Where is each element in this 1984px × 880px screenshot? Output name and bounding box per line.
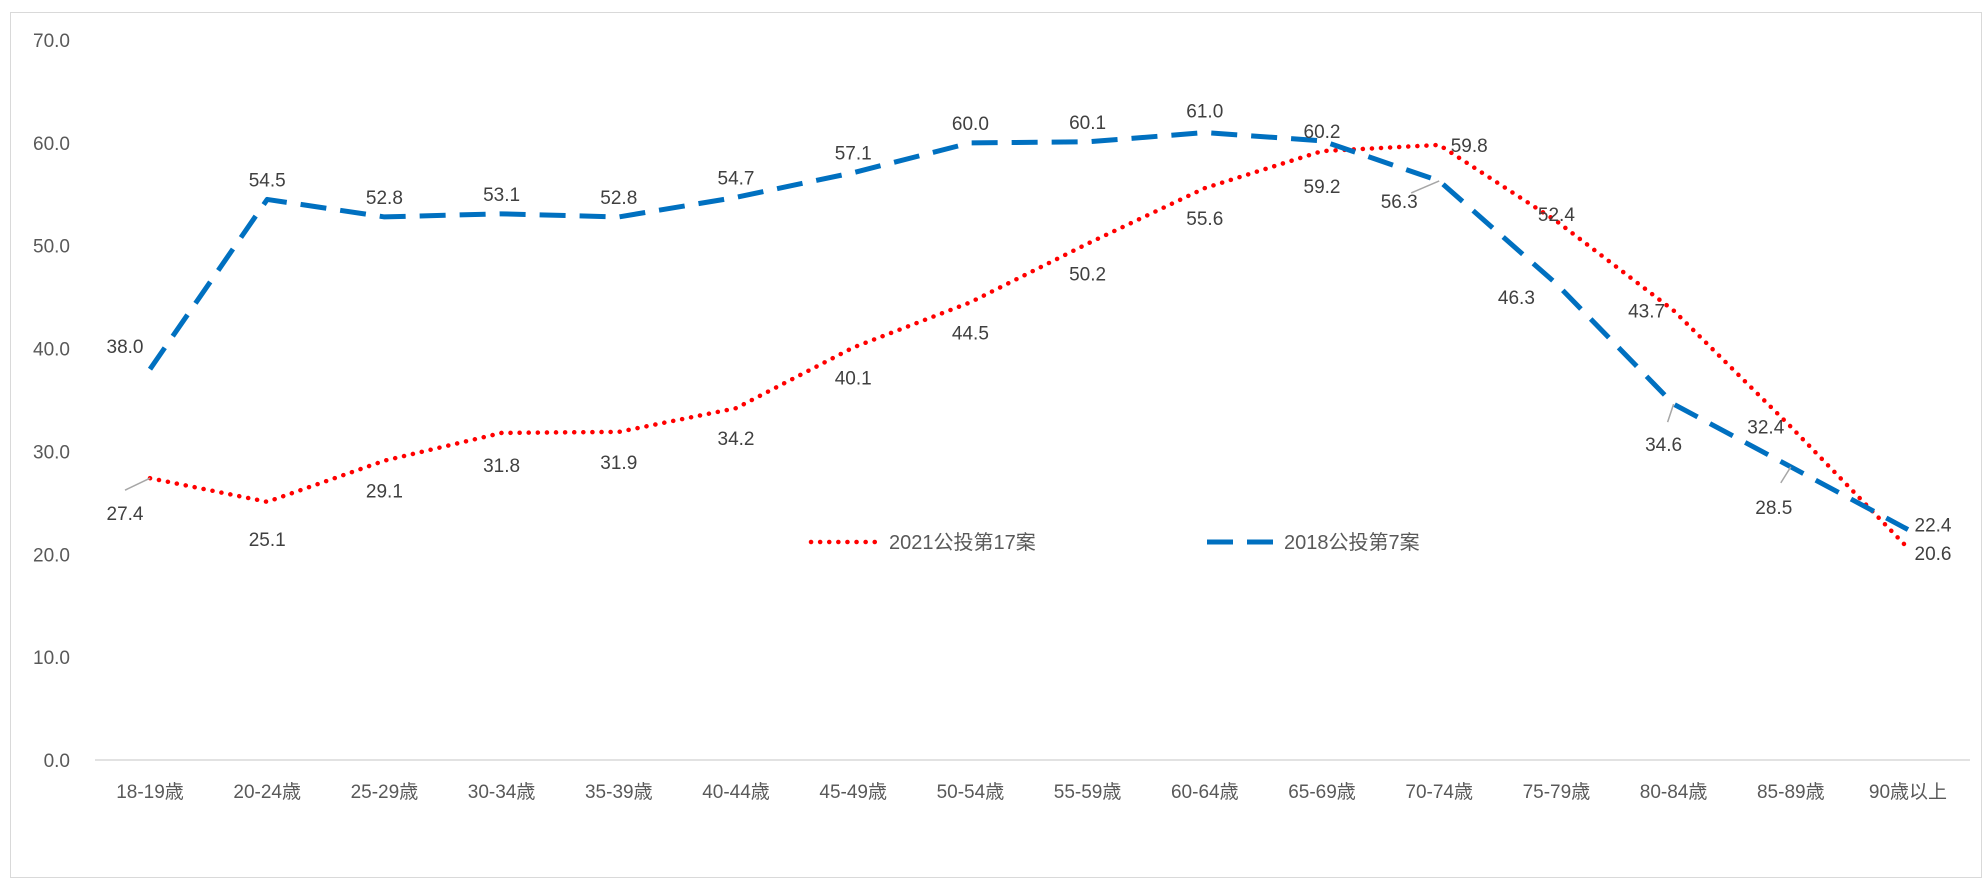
data-label-2018-referendum-7: 52.8 xyxy=(366,188,403,209)
data-label-2018-referendum-7: 34.6 xyxy=(1645,435,1682,456)
data-label-2018-referendum-7: 54.5 xyxy=(249,170,286,191)
data-label-2021-referendum-17: 31.9 xyxy=(600,453,637,474)
data-label-2021-referendum-17: 32.4 xyxy=(1747,418,1784,439)
data-labels-group: 27.4 25.1 29.1 31.8 31.9 34.2 40.1 44.5 50.2 55.6… xyxy=(107,102,1952,566)
x-tick-label: 90歳以上 xyxy=(1869,781,1947,803)
x-tick-label: 30-34歳 xyxy=(468,781,536,803)
data-label-2021-referendum-17: 44.5 xyxy=(952,323,989,344)
x-tick-label: 35-39歳 xyxy=(585,781,653,803)
data-label-2021-referendum-17: 40.1 xyxy=(835,369,872,390)
data-label-2021-referendum-17: 52.4 xyxy=(1538,205,1575,226)
y-tick-label: 50.0 xyxy=(33,237,70,258)
axes-group: 0.0 10.0 20.0 30.0 40.0 50.0 60.0 70.0 18-19歳 20-… xyxy=(33,31,1970,803)
data-label-leader-line xyxy=(1666,403,1675,423)
y-tick-label: 30.0 xyxy=(33,442,70,463)
y-tick-label: 70.0 xyxy=(33,31,70,52)
data-label-leader-line xyxy=(1780,466,1792,484)
series-group xyxy=(147,130,1911,551)
data-label-2021-referendum-17: 25.1 xyxy=(249,530,286,551)
y-tick-label: 40.0 xyxy=(33,340,70,361)
y-tick-label: 10.0 xyxy=(33,648,70,669)
y-tick-label: 60.0 xyxy=(33,134,70,155)
data-label-leader-line xyxy=(124,477,151,491)
data-label-2018-referendum-7: 61.0 xyxy=(1186,102,1223,123)
x-tick-label: 45-49歳 xyxy=(819,781,887,803)
data-label-2021-referendum-17: 34.2 xyxy=(718,429,755,450)
data-label-2018-referendum-7: 60.0 xyxy=(952,114,989,135)
data-label-2021-referendum-17: 31.8 xyxy=(483,456,520,477)
data-label-2018-referendum-7: 38.0 xyxy=(107,337,144,358)
data-label-2018-referendum-7: 54.7 xyxy=(718,168,755,189)
x-tick-label: 25-29歳 xyxy=(351,781,419,803)
legend-label-2021-referendum-17: 2021公投第17案 xyxy=(889,531,1036,554)
data-label-2018-referendum-7: 60.2 xyxy=(1304,122,1341,143)
data-label-leader-line xyxy=(1410,180,1440,194)
data-label-2018-referendum-7: 52.8 xyxy=(600,188,637,209)
data-label-2021-referendum-17: 50.2 xyxy=(1069,265,1106,286)
data-label-2018-referendum-7: 57.1 xyxy=(835,144,872,165)
data-label-2018-referendum-7: 28.5 xyxy=(1755,498,1792,519)
data-label-2021-referendum-17: 43.7 xyxy=(1628,302,1665,323)
x-tick-label: 40-44歳 xyxy=(702,781,770,803)
data-label-2021-referendum-17: 20.6 xyxy=(1915,544,1952,565)
x-tick-label: 85-89歳 xyxy=(1757,781,1825,803)
x-tick-label: 80-84歳 xyxy=(1640,781,1708,803)
data-label-2021-referendum-17: 29.1 xyxy=(366,482,403,503)
x-tick-label: 60-64歳 xyxy=(1171,781,1239,803)
data-label-2018-referendum-7: 53.1 xyxy=(483,185,520,206)
x-tick-label: 18-19歳 xyxy=(116,781,184,803)
data-label-2021-referendum-17: 27.4 xyxy=(107,504,144,525)
data-label-2021-referendum-17: 59.2 xyxy=(1304,177,1341,198)
data-label-2021-referendum-17: 59.8 xyxy=(1451,136,1488,157)
x-tick-label: 65-69歳 xyxy=(1288,781,1356,803)
data-label-2018-referendum-7: 46.3 xyxy=(1498,288,1535,309)
x-tick-label: 20-24歳 xyxy=(233,781,301,803)
series-line-2018-referendum-7 xyxy=(147,130,1910,532)
data-label-2018-referendum-7: 56.3 xyxy=(1381,192,1418,213)
x-tick-label: 75-79歳 xyxy=(1523,781,1591,803)
data-label-2021-referendum-17: 55.6 xyxy=(1186,209,1223,230)
data-label-2018-referendum-7: 22.4 xyxy=(1915,516,1952,537)
x-tick-label: 70-74歳 xyxy=(1405,781,1473,803)
chart-frame xyxy=(10,12,1982,878)
x-tick-label: 55-59歳 xyxy=(1054,781,1122,803)
legend: 2021公投第17案 2018公投第7案 xyxy=(808,531,1420,554)
legend-label-2018-referendum-7: 2018公投第7案 xyxy=(1284,531,1420,554)
series-line-2021-referendum-17 xyxy=(147,142,1911,551)
x-tick-label: 50-54歳 xyxy=(937,781,1005,803)
data-label-2018-referendum-7: 60.1 xyxy=(1069,113,1106,134)
y-tick-label: 20.0 xyxy=(33,545,70,566)
y-tick-label: 0.0 xyxy=(44,751,70,772)
